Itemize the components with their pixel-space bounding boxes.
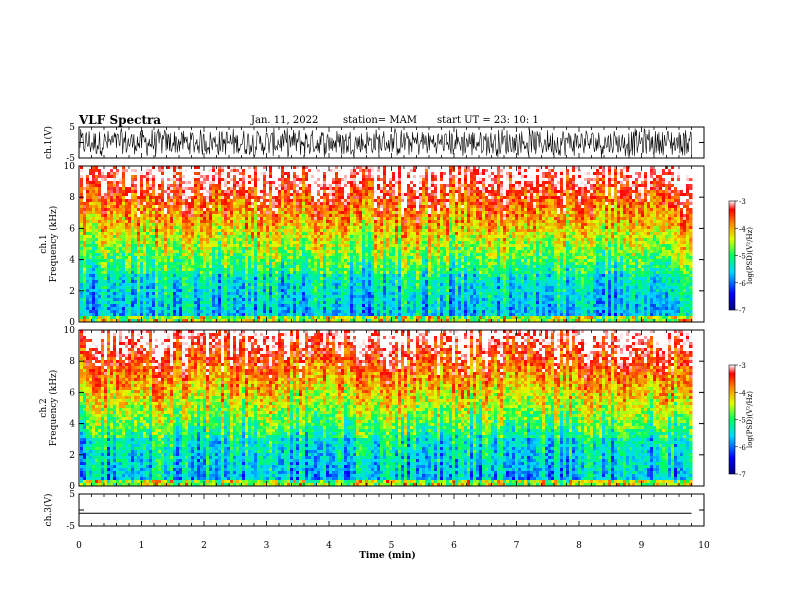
ch2-spectrogram-ylabel-channel: ch.2 <box>39 398 49 417</box>
ch1-waveform-series <box>79 127 693 158</box>
ytick-label-p4: -5 <box>66 522 75 532</box>
ytick-label-p3: 10 <box>64 326 76 336</box>
xtick-label-time: 0 <box>76 541 82 551</box>
xtick-label-time: 5 <box>389 541 395 551</box>
ch2-spectrogram-colorbar-label: log(PSD)(V²/Hz) <box>746 391 754 448</box>
date-label: Jan. 11, 2022 <box>251 115 318 126</box>
ch2-spectrogram-colorbar-tick-label: -4 <box>739 389 746 397</box>
ch1-spectrogram-ylabel-frequency: Frequency (kHz) <box>48 206 59 283</box>
ch2-spectrogram-heatmap <box>80 330 693 487</box>
x-axis-label: Time (min) <box>359 550 416 561</box>
ch1-spectrogram-colorbar-tick-label: -3 <box>739 198 746 206</box>
ch1-waveform-ylabel: ch.1(V) <box>43 126 54 159</box>
xtick-label-time: 8 <box>576 541 582 551</box>
ch3-ylabel: ch.3(V) <box>43 494 54 527</box>
ch1-spectrogram-heatmap <box>80 166 693 323</box>
ch1-spectrogram-colorbar-tick-label: -4 <box>739 225 746 233</box>
ytick-label-p2: 4 <box>69 256 75 266</box>
ch2-spectrogram-colorbar-tick-label: -5 <box>739 417 746 425</box>
ytick-label-p3: 0 <box>69 482 75 492</box>
ch2-spectrogram-colorbar <box>728 364 736 475</box>
ch1-spectrogram-ylabel-channel: ch.1 <box>39 234 49 253</box>
xtick-label-time: 3 <box>264 541 270 551</box>
ytick-label-p1: 5 <box>69 123 75 133</box>
ytick-label-p2: 6 <box>69 224 75 234</box>
ytick-label-p3: 4 <box>69 420 75 430</box>
ytick-label-p1: -5 <box>66 154 75 164</box>
ch1-spectrogram-colorbar-tick-label: -5 <box>739 253 746 261</box>
xtick-label-time: 2 <box>201 541 207 551</box>
ytick-label-p2: 10 <box>64 162 76 172</box>
xtick-label-time: 6 <box>451 541 457 551</box>
ch2-spectrogram-colorbar-tick-label: -7 <box>739 471 746 479</box>
ch1-spectrogram-colorbar-label: log(PSD)(V²/Hz) <box>746 227 754 284</box>
ytick-label-p2: 2 <box>69 287 75 297</box>
station-label: station= MAM <box>343 115 417 126</box>
xtick-label-time: 9 <box>639 541 645 551</box>
ch2-spectrogram-ylabel-frequency: Frequency (kHz) <box>48 370 59 447</box>
ch1-spectrogram-colorbar-tick-label: -7 <box>739 307 746 315</box>
ytick-label-p2: 0 <box>69 318 75 328</box>
xtick-label-time: 1 <box>139 541 145 551</box>
ytick-label-p3: 8 <box>69 357 75 367</box>
xtick-label-time: 4 <box>326 541 332 551</box>
ch2-spectrogram-colorbar-tick-label: -6 <box>739 444 746 452</box>
ch2-spectrogram-colorbar-tick-label: -3 <box>739 362 746 370</box>
ch1-spectrogram-colorbar <box>728 200 736 311</box>
ytick-label-p3: 6 <box>69 388 75 398</box>
ytick-label-p2: 8 <box>69 193 75 203</box>
start-time-label: start UT = 23: 10: 1 <box>437 115 539 126</box>
ytick-label-p3: 2 <box>69 451 75 461</box>
chart-title: VLF Spectra <box>79 113 161 127</box>
ytick-label-p4: 5 <box>69 490 75 500</box>
xtick-label-time: 7 <box>514 541 520 551</box>
xtick-label-time: 10 <box>698 541 710 551</box>
ch1-spectrogram-colorbar-tick-label: -6 <box>739 280 746 288</box>
